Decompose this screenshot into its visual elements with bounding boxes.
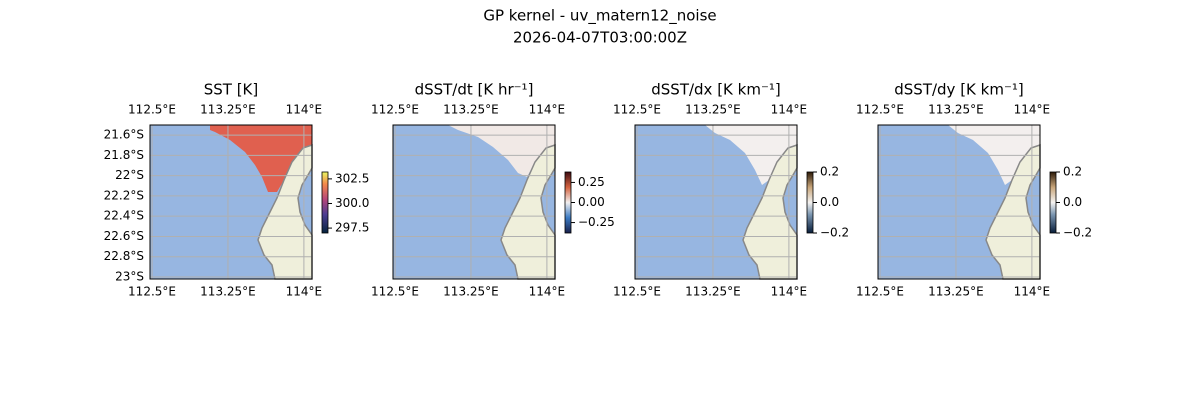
x-tick-label: 113.25°E [200,285,256,299]
colorbar-tick-label: 0.00 [578,195,605,209]
y-tick-label: 21.8°S [104,148,144,162]
x-tick-label: 113.25°E [685,285,741,299]
x-tick-label: 113.25°E [200,103,256,117]
x-tick-label: 114°E [529,285,566,299]
x-tick-label: 112.5°E [613,285,661,299]
land [500,143,556,280]
colorbar [321,171,329,234]
x-tick-label: 112.5°E [613,103,661,117]
colorbar-tick-label: 0.0 [1063,195,1082,209]
panel-title: SST [K] [204,81,259,99]
panel-title: dSST/dt [K hr⁻¹] [415,81,534,99]
x-tick-label: 113.25°E [928,103,984,117]
y-tick-label: 22.8°S [104,249,144,263]
y-tick-label: 22.2°S [104,188,144,202]
y-tick-label: 22°S [115,168,144,182]
axes-frame [149,124,313,280]
colorbar-tick-label: 0.2 [820,165,839,179]
x-tick-label: 113.25°E [685,103,741,117]
figure-subtitle: 2026-04-07T03:00:00Z [513,29,687,47]
data-field [448,125,555,177]
colorbar [1049,171,1057,234]
x-tick-label: 113.25°E [928,285,984,299]
land [985,143,1041,280]
panel-title: dSST/dx [K km⁻¹] [651,81,781,99]
y-tick-label: 23°S [115,269,144,283]
colorbar-tick-label: 297.5 [335,221,369,235]
colorbar-tick-label: −0.2 [820,226,849,240]
x-tick-label: 114°E [1014,103,1051,117]
x-tick-label: 114°E [1014,285,1051,299]
land [257,143,313,280]
colorbar-tick-label: 0.2 [1063,165,1082,179]
x-tick-label: 114°E [771,285,808,299]
figure-title: GP kernel - uv_matern12_noise [483,7,716,26]
axes-frame [634,124,798,280]
colorbar-tick-label: 0.0 [820,195,839,209]
colorbar [806,171,814,234]
data-field [210,125,312,192]
colorbar-tick-label: 0.25 [578,175,605,189]
x-tick-label: 114°E [771,103,808,117]
x-tick-label: 113.25°E [443,103,499,117]
land [742,143,798,280]
x-tick-label: 114°E [529,103,566,117]
x-tick-label: 114°E [286,285,323,299]
colorbar-tick-label: −0.2 [1063,226,1092,240]
colorbar-tick-label: −0.25 [578,215,615,229]
colorbar-tick-label: 300.0 [335,196,369,210]
y-tick-label: 22.6°S [104,229,144,243]
axes-frame [877,124,1041,280]
x-tick-label: 112.5°E [856,285,904,299]
x-tick-label: 114°E [286,103,323,117]
x-tick-label: 112.5°E [856,103,904,117]
x-tick-label: 112.5°E [128,103,176,117]
panel-title: dSST/dy [K km⁻¹] [894,81,1024,99]
y-tick-label: 21.6°S [104,128,144,142]
x-tick-label: 113.25°E [443,285,499,299]
x-tick-label: 112.5°E [371,285,419,299]
colorbar-tick-label: 302.5 [335,171,369,185]
x-tick-label: 112.5°E [371,103,419,117]
x-tick-label: 112.5°E [128,285,176,299]
axes-frame [392,124,556,280]
colorbar [564,171,572,234]
y-tick-label: 22.4°S [104,209,144,223]
